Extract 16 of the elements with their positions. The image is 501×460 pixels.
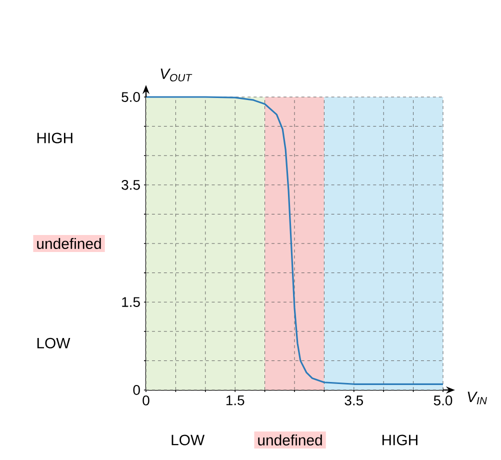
y-tick-label: 1.5 bbox=[122, 297, 140, 307]
x-tick-label: 3.5 bbox=[344, 396, 364, 406]
text: HIGH bbox=[382, 434, 418, 446]
y-tick-label: 3.5 bbox=[122, 180, 140, 190]
x-tick-label: 1.5 bbox=[226, 396, 244, 406]
text: LOW bbox=[172, 434, 205, 446]
y-axis-title: V$_{OUT}$ bbox=[160, 68, 192, 82]
text: HIGH bbox=[37, 132, 72, 144]
y-tick-label: 5.0 bbox=[122, 92, 140, 102]
y-tick-label: 0 bbox=[133, 385, 140, 395]
x-tick-label: 5.0 bbox=[434, 396, 452, 406]
x-tick-label: 0 bbox=[142, 396, 150, 406]
x-axis-title: V$_{IN}$ bbox=[468, 392, 487, 404]
text: undefined bbox=[258, 434, 322, 446]
text: undefined bbox=[37, 238, 101, 249]
text: LOW bbox=[37, 338, 70, 348]
